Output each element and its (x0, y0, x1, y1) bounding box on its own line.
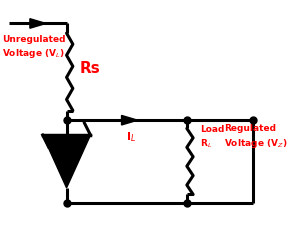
Polygon shape (43, 135, 91, 188)
Polygon shape (30, 19, 46, 28)
Polygon shape (122, 115, 138, 125)
Text: Load
R$_L$: Load R$_L$ (200, 125, 224, 150)
Text: Unregulated
Voltage (V$_L$): Unregulated Voltage (V$_L$) (2, 35, 66, 60)
Text: Regulated
Voltage (V$_Z$): Regulated Voltage (V$_Z$) (224, 124, 287, 150)
Text: Rs: Rs (80, 61, 100, 76)
Text: I$_L$: I$_L$ (126, 130, 136, 144)
